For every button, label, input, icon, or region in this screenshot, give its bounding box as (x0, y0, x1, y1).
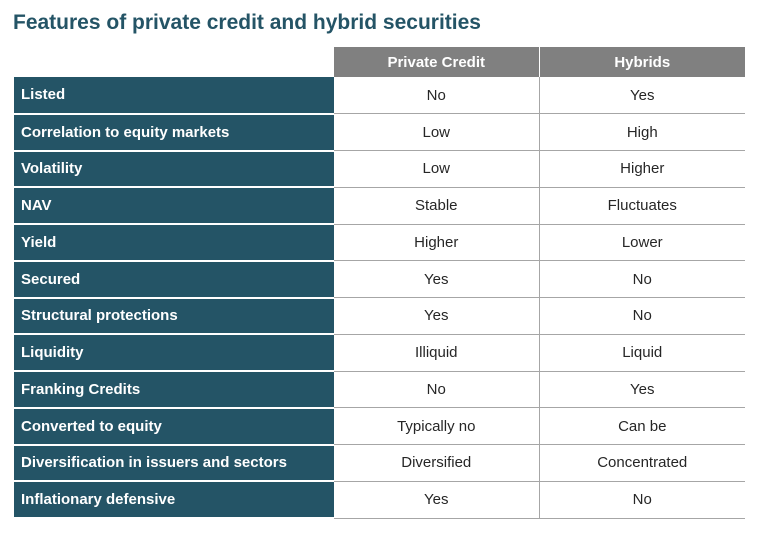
row-label: Correlation to equity markets (14, 113, 334, 152)
hybrids-cell: Fluctuates (539, 187, 745, 225)
table-row: Listed No Yes (14, 77, 745, 115)
column-header-hybrids: Hybrids (539, 47, 745, 77)
private-credit-cell: Typically no (334, 407, 540, 445)
private-credit-cell: Yes (334, 481, 540, 519)
features-table: Private Credit Hybrids Listed No Yes Cor… (14, 47, 745, 519)
row-label: Listed (14, 77, 334, 115)
table-row: Secured Yes No (14, 260, 745, 299)
hybrids-cell: Yes (539, 77, 745, 115)
row-label: Volatility (14, 150, 334, 189)
hybrids-cell: No (539, 260, 745, 298)
hybrids-cell: No (539, 481, 745, 519)
table-header: Private Credit Hybrids (14, 47, 745, 77)
header-blank-cell (14, 47, 334, 77)
table-row: Volatility Low Higher (14, 150, 745, 189)
row-label: NAV (14, 187, 334, 225)
table-row: Liquidity Illiquid Liquid (14, 334, 745, 372)
private-credit-cell: Low (334, 150, 540, 188)
hybrids-cell: Yes (539, 371, 745, 409)
table-row: Diversification in issuers and sectors D… (14, 444, 745, 483)
private-credit-cell: Yes (334, 260, 540, 298)
column-header-private-credit: Private Credit (334, 47, 540, 77)
row-label: Inflationary defensive (14, 481, 334, 519)
row-label: Secured (14, 260, 334, 299)
private-credit-cell: Yes (334, 297, 540, 335)
private-credit-cell: Low (334, 113, 540, 151)
table-row: NAV Stable Fluctuates (14, 187, 745, 225)
hybrids-cell: Liquid (539, 334, 745, 372)
private-credit-cell: Stable (334, 187, 540, 225)
private-credit-cell: Higher (334, 224, 540, 262)
hybrids-cell: Can be (539, 407, 745, 445)
hybrids-cell: Higher (539, 150, 745, 188)
row-label: Yield (14, 224, 334, 262)
private-credit-cell: Diversified (334, 444, 540, 482)
table-body: Listed No Yes Correlation to equity mark… (14, 77, 745, 519)
page-title: Features of private credit and hybrid se… (13, 11, 481, 34)
table-row: Yield Higher Lower (14, 224, 745, 262)
private-credit-cell: No (334, 371, 540, 409)
table-row: Correlation to equity markets Low High (14, 113, 745, 152)
table-row: Structural protections Yes No (14, 297, 745, 336)
row-label: Franking Credits (14, 371, 334, 409)
row-label: Structural protections (14, 297, 334, 336)
hybrids-cell: Concentrated (539, 444, 745, 482)
header-row: Private Credit Hybrids (14, 47, 745, 77)
table-row: Converted to equity Typically no Can be (14, 407, 745, 446)
table-row: Franking Credits No Yes (14, 371, 745, 409)
hybrids-cell: Lower (539, 224, 745, 262)
row-label: Diversification in issuers and sectors (14, 444, 334, 483)
hybrids-cell: High (539, 113, 745, 151)
private-credit-cell: Illiquid (334, 334, 540, 372)
table-row: Inflationary defensive Yes No (14, 481, 745, 519)
hybrids-cell: No (539, 297, 745, 335)
row-label: Converted to equity (14, 407, 334, 446)
private-credit-cell: No (334, 77, 540, 115)
row-label: Liquidity (14, 334, 334, 372)
